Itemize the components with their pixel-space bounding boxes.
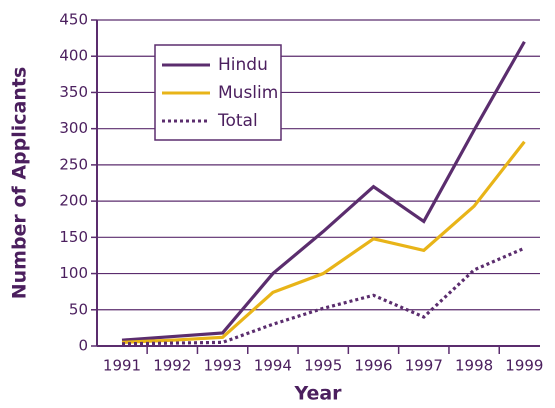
legend-label: Muslim (218, 83, 278, 103)
line-series (121, 40, 526, 342)
line-series (121, 140, 526, 344)
y-tick-label: 350 (59, 83, 88, 101)
line-series (121, 246, 526, 346)
y-axis-label: Number of Applicants (9, 67, 31, 300)
y-tick-label: 150 (59, 228, 88, 246)
y-tick-label: 300 (59, 119, 88, 137)
y-tick-label: 400 (59, 47, 88, 65)
x-axis-label: Year (293, 383, 342, 405)
x-tick-label: 1992 (153, 357, 191, 375)
legend-label: Total (217, 111, 258, 131)
x-tick-label: 1999 (505, 357, 543, 375)
x-tick-label: 1991 (103, 357, 141, 375)
y-tick-label: 250 (59, 155, 88, 173)
y-tick-label: 100 (59, 264, 88, 282)
x-tick-label: 1995 (304, 357, 342, 375)
y-tick-label: 200 (59, 192, 88, 210)
x-tick-label: 1994 (254, 357, 292, 375)
y-tick-label: 450 (59, 11, 88, 29)
y-tick-label: 0 (78, 337, 88, 355)
x-tick-label: 1996 (354, 357, 392, 375)
legend-label: Hindu (218, 55, 268, 75)
x-tick-label: 1997 (405, 357, 443, 375)
y-tick-label: 50 (69, 300, 88, 318)
x-tick-label: 1993 (204, 357, 242, 375)
x-tick-label: 1998 (455, 357, 493, 375)
